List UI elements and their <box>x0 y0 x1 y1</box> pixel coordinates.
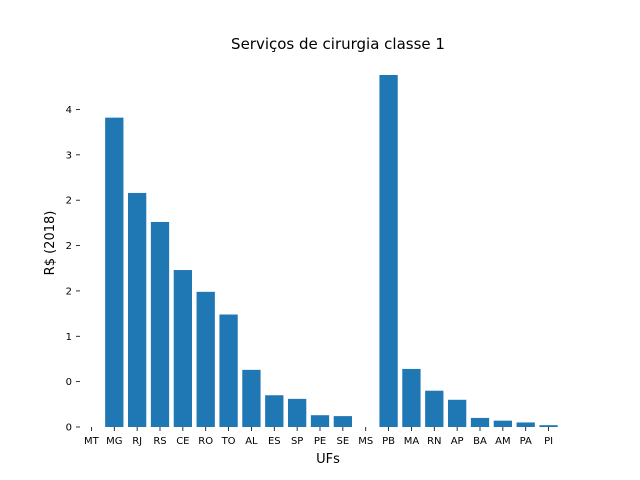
bar-rn <box>425 390 444 427</box>
x-tick-label-pe: PE <box>314 436 326 447</box>
bar-ap <box>448 399 467 427</box>
x-axis-ticks: MT MG RJ RS CE RO TO AL ES SP PE SE MS PB MA RN AP BA AM PA… <box>84 427 553 447</box>
x-tick-label-pb: PB <box>382 436 395 447</box>
bar-am <box>493 420 512 427</box>
x-tick-label-rn: RN <box>427 436 441 447</box>
bar-es <box>265 395 284 427</box>
x-tick-label-ma: MA <box>404 436 420 447</box>
x-tick-label-pa: PA <box>520 436 532 447</box>
y-axis-label: R$ (2018) <box>43 211 58 276</box>
x-tick-label-pi: PI <box>544 436 553 447</box>
y-axis-ticks: 0 0 1 2 2 2 3 4 <box>66 105 80 434</box>
bar-ba <box>470 417 490 427</box>
y-tick-label-1: 0 <box>66 377 72 388</box>
bar-pa <box>516 422 535 427</box>
x-tick-label-ms: MS <box>358 436 373 447</box>
y-tick-label-5: 2 <box>66 196 72 207</box>
bar-sp <box>288 398 307 427</box>
chart-title: Serviços de cirurgia classe 1 <box>231 35 445 53</box>
bar-rs <box>150 221 170 427</box>
y-tick-label-3: 2 <box>66 286 72 297</box>
bar-al <box>242 369 261 427</box>
x-tick-label-sp: SP <box>291 436 303 447</box>
bars-group <box>105 75 558 428</box>
x-tick-label-ro: RO <box>198 436 213 447</box>
bar-pb <box>379 75 398 427</box>
x-tick-label-to: TO <box>221 436 236 447</box>
bar-mg <box>105 117 124 428</box>
y-tick-label-6: 3 <box>66 150 72 161</box>
y-tick-label-7: 4 <box>66 105 72 116</box>
bar-rj <box>128 192 147 427</box>
bar-ro <box>196 291 215 427</box>
x-tick-label-rs: RS <box>153 436 166 447</box>
y-tick-label-2: 1 <box>66 332 72 343</box>
x-tick-label-ce: CE <box>176 436 189 447</box>
x-tick-label-se: SE <box>337 436 350 447</box>
bar-pe <box>310 415 330 427</box>
x-axis-label: UFs <box>316 452 340 467</box>
y-tick-label-4: 2 <box>66 241 72 252</box>
x-tick-label-am: AM <box>495 436 510 447</box>
x-tick-label-al: AL <box>245 436 258 447</box>
bar-ce <box>173 270 192 427</box>
x-tick-label-mg: MG <box>106 436 122 447</box>
x-tick-label-ap: AP <box>451 436 464 447</box>
bar-pi <box>539 425 558 427</box>
x-tick-label-ba: BA <box>473 436 487 447</box>
bar-se <box>333 416 352 427</box>
x-tick-label-mt: MT <box>84 436 100 447</box>
bar-to <box>219 314 238 427</box>
y-tick-label-0: 0 <box>66 423 72 434</box>
x-tick-label-rj: RJ <box>132 436 142 447</box>
bar-ma <box>402 368 421 427</box>
x-tick-label-es: ES <box>268 436 281 447</box>
